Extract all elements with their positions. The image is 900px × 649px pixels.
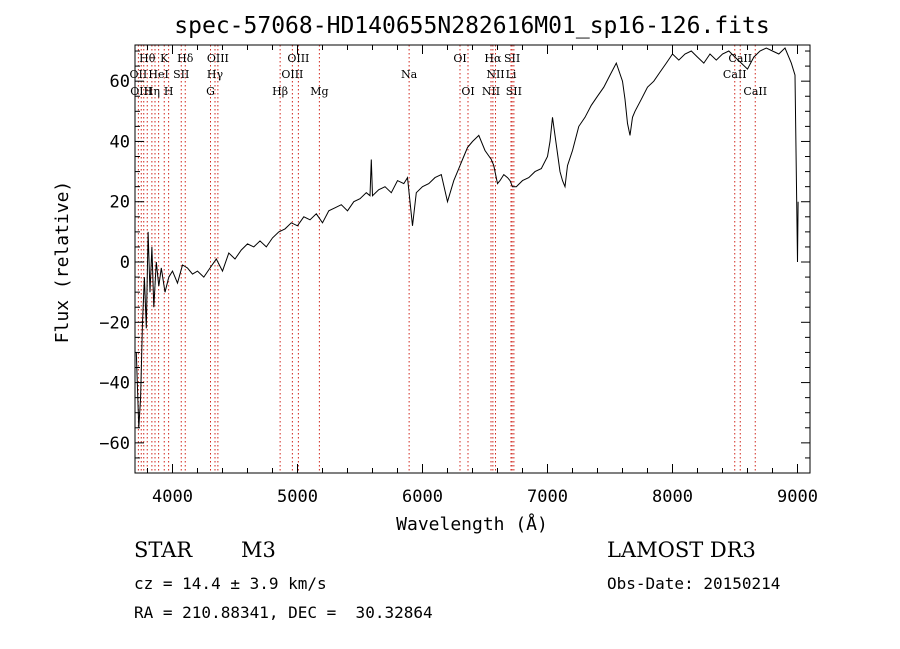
plot-frame: [134, 44, 811, 474]
object-class: STAR: [134, 538, 193, 562]
x-tick-label: 8000: [652, 487, 693, 507]
x-axis-label: Wavelength (Å): [396, 513, 548, 535]
spectral-line-label: G: [206, 85, 215, 98]
spectral-line-label: NII: [486, 68, 504, 81]
spectral-line-label: SII: [504, 52, 520, 65]
x-tick-label: 6000: [402, 487, 443, 507]
spectral-line-label: Hη: [144, 85, 160, 98]
flux-series-line: [135, 47, 799, 428]
y-tick-label: −60: [99, 434, 130, 454]
spectral-line-label: Mg: [310, 85, 328, 98]
y-tick-label: 0: [120, 253, 130, 273]
y-axis-ticks: −60 −40 −20 0 20 40 60: [99, 50, 810, 474]
spectral-line-label: OI: [453, 52, 466, 65]
spectral-line-label: SII: [506, 85, 522, 98]
spectral-line-label: OIII: [130, 85, 152, 98]
spectral-line-markers: [137, 45, 756, 473]
spectral-line-label: Hθ: [139, 52, 156, 65]
x-tick-label: 7000: [527, 487, 568, 507]
spectral-line-label: SII: [173, 68, 189, 81]
object-subclass: M3: [241, 538, 276, 562]
observation-date: Obs-Date: 20150214: [607, 574, 781, 593]
y-tick-label: 20: [110, 193, 130, 213]
y-axis-label: Flux (relative): [52, 181, 73, 344]
x-tick-label: 4000: [152, 487, 193, 507]
coordinates: RA = 210.88341, DEC = 30.32864: [134, 603, 433, 622]
spectral-line-label: CaII: [723, 68, 747, 81]
spectral-line-label: CaII: [728, 52, 752, 65]
chart-title: spec-57068-HD140655N282616M01_sp16-126.f…: [174, 13, 769, 39]
spectral-line-label: HeI: [148, 68, 168, 81]
spectral-line-label: NII: [482, 85, 500, 98]
spectral-line-label: OI: [461, 85, 474, 98]
spectral-line-label: OIII: [287, 52, 309, 65]
redshift-velocity: cz = 14.4 ± 3.9 km/s: [134, 574, 327, 593]
x-axis-ticks: 4000 5000 6000 7000 8000 9000: [147, 45, 818, 507]
spectral-line-label: CaII: [743, 85, 767, 98]
y-tick-label: 40: [110, 132, 130, 152]
spectral-line-label: OIII: [281, 68, 303, 81]
x-tick-label: 9000: [777, 487, 818, 507]
spectral-line-label: OIII: [207, 52, 229, 65]
y-tick-label: −20: [99, 313, 130, 333]
spectral-line-label: H: [164, 85, 174, 98]
spectral-line-label: K: [160, 52, 169, 65]
spectral-line-label: Li: [506, 68, 517, 81]
spectral-line-label: Hδ: [177, 52, 194, 65]
spectral-line-label: Hα: [484, 52, 502, 65]
spectral-line-label: Na: [401, 68, 418, 81]
x-tick-label: 5000: [277, 487, 318, 507]
survey-name: LAMOST DR3: [607, 538, 756, 562]
y-tick-label: −40: [99, 374, 130, 394]
spectral-line-label: Hβ: [272, 85, 288, 98]
spectral-line-label: OII: [130, 68, 148, 81]
y-tick-label: 60: [110, 72, 130, 92]
spectral-line-label: Hγ: [207, 68, 224, 81]
